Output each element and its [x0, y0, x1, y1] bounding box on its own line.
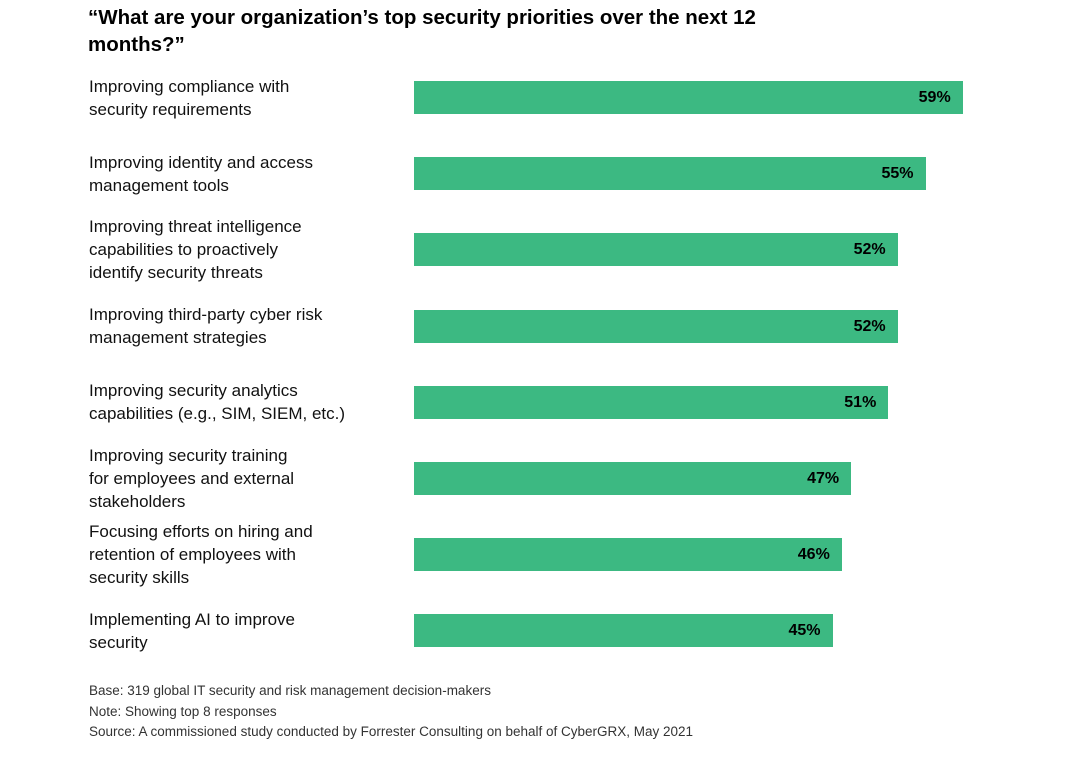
bar-value-label: 51%: [844, 393, 877, 411]
category-label-line: management strategies: [89, 328, 267, 348]
footnote-base: Base: 319 global IT security and risk ma…: [89, 683, 491, 698]
footnote-source: Source: A commissioned study conducted b…: [89, 724, 694, 739]
bar: 52%: [414, 233, 898, 267]
footnotes: Base: 319 global IT security and risk ma…: [89, 681, 693, 743]
category-label: Improving threat intelligence capabilitie…: [89, 215, 389, 284]
category-label: Improving third-party cyber risk manageme…: [89, 303, 389, 349]
bar: 47%: [414, 462, 852, 495]
category-label-line: capabilities to proactively: [89, 240, 278, 260]
footnote-note: Note: Showing top 8 responses: [89, 703, 277, 719]
category-label-line: Improving security analytics: [89, 381, 298, 401]
category-label-line: management tools: [89, 175, 229, 195]
bar-value-label: 55%: [881, 165, 914, 183]
category-label-line: Focusing efforts on hiring and: [89, 522, 313, 542]
bar-value-label: 59%: [918, 89, 951, 106]
bar: 55%: [414, 157, 926, 191]
bar: 59%: [414, 81, 963, 114]
bar: 46%: [414, 538, 842, 572]
bar-value-label: 46%: [797, 546, 830, 564]
category-label-line: identify security threats: [89, 263, 263, 283]
category-label-line: Improving third-party cyber risk: [89, 305, 323, 325]
category-label: Improving security analytics capabilities…: [89, 379, 389, 425]
category-label-line: security: [89, 632, 148, 652]
category-label-line: security skills: [89, 568, 190, 588]
category-label-line: Improving security training: [89, 446, 288, 465]
category-label-line: for employees and external: [89, 469, 295, 488]
category-label-line: Improving compliance with: [89, 76, 290, 96]
category-label-line: security requirements: [89, 99, 252, 119]
category-label-line: stakeholders: [89, 492, 186, 511]
bar: 52%: [414, 309, 898, 343]
category-label: Focusing efforts on hiring and retention …: [89, 520, 389, 589]
bar: 45%: [414, 614, 833, 648]
bar-value-label: 52%: [853, 241, 886, 259]
bar-value-label: 45%: [788, 622, 821, 640]
bar-value-label: 47%: [807, 470, 840, 487]
category-label-line: Implementing AI to improve: [89, 609, 295, 629]
category-label-line: Improving identity and access: [89, 152, 313, 172]
bar: 51%: [414, 385, 889, 419]
category-label: Implementing AI to improve security: [89, 608, 389, 654]
bar-value-label: 52%: [853, 317, 886, 335]
category-label-line: capabilities (e.g., SIM, SIEM, etc.): [89, 404, 346, 424]
category-label-line: Improving threat intelligence: [89, 217, 302, 237]
category-label-line: retention of employees with: [89, 545, 296, 565]
category-label: Improving identity and access management …: [89, 151, 389, 197]
chart-title: “What are your organization’s top securi…: [88, 6, 756, 56]
category-label: Improving security training for employees…: [89, 444, 389, 513]
category-label: Improving compliance with security requir…: [89, 75, 389, 121]
